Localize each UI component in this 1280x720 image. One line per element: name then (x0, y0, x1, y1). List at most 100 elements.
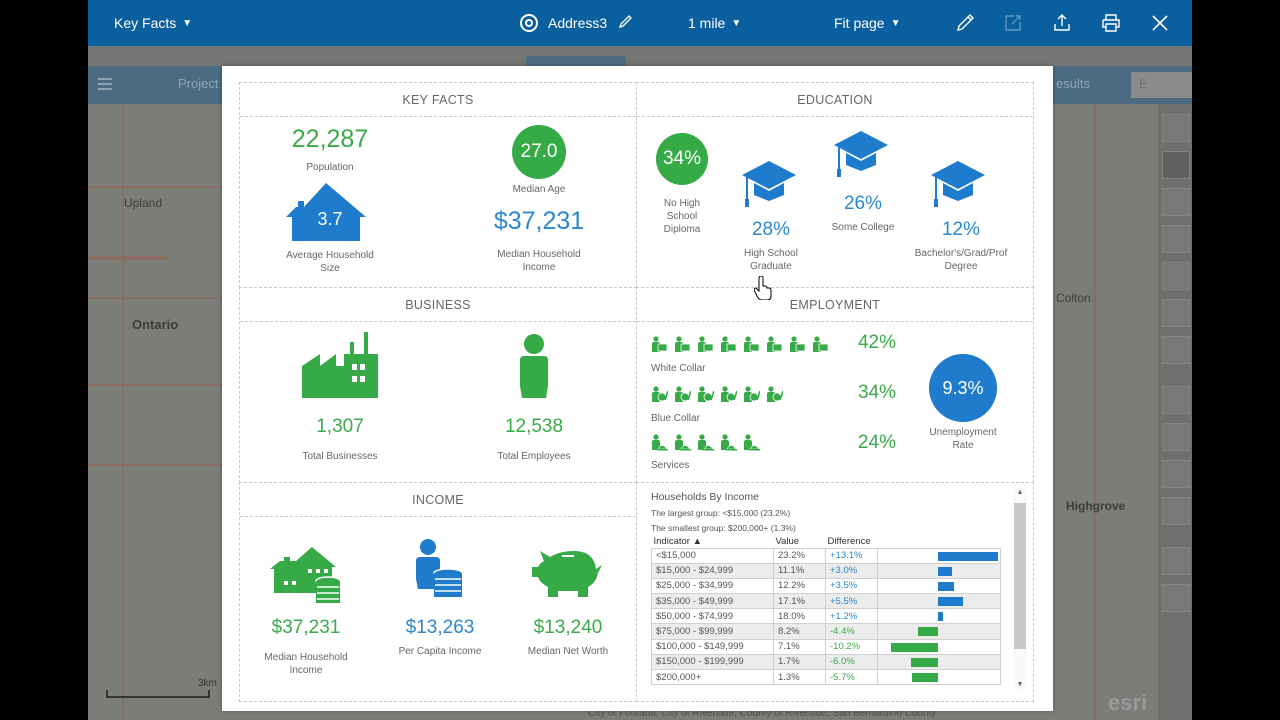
hbi-indicator-cell: <$15,000 (651, 547, 774, 564)
scroll-up-icon[interactable]: ▲ (1016, 489, 1024, 496)
infographic-report: KEY FACTS 22,287 Population 3.7 Average … (222, 66, 1053, 711)
map-attribution: City of Fontana, City of Riverside, Coun… (588, 708, 937, 719)
white-collar-worker-icon (789, 336, 812, 353)
hbi-largest-note: The largest group: <$15,000 (23.2%) (651, 508, 791, 518)
radius-dropdown[interactable]: 1 mile ▼ (688, 0, 741, 46)
household-size-value: 3.7 (317, 209, 343, 229)
hbi-difference-cell: -4.4% (825, 623, 878, 640)
white-collar-worker-icon (674, 336, 697, 353)
col-header-difference[interactable]: Difference (827, 535, 871, 547)
panel-title: INCOME (240, 483, 636, 517)
hbi-table-row: $35,000 - $49,999 17.1% +5.5% (651, 593, 1001, 610)
esri-logo: esri (1108, 690, 1148, 715)
pencil-icon[interactable] (617, 14, 633, 33)
map-tool-button[interactable] (1162, 225, 1190, 253)
hbi-bar-cell (877, 653, 1001, 671)
hbi-difference-bar (938, 597, 964, 607)
map-tool-button[interactable] (1162, 188, 1190, 216)
hbi-difference-bar (938, 612, 944, 622)
scroll-down-icon[interactable]: ▼ (1016, 681, 1024, 688)
hbi-header-row: Indicator ▲ Value Difference (652, 535, 1001, 548)
report-toolbar: Key Facts ▼ Address3 1 mile ▼ Fit page ▼ (88, 0, 1192, 46)
app-stage: Project esults E Upland Ontario Highgrov… (88, 0, 1192, 720)
map-tool-button[interactable] (1162, 497, 1190, 525)
hbi-table-row: $15,000 - $24,999 11.1% +3.0% (651, 562, 1001, 579)
per-capita-income-value: $13,263 (405, 617, 475, 638)
map-tool-button[interactable] (1162, 423, 1190, 451)
blue-collar-worker-icon (766, 386, 789, 403)
edit-icon[interactable] (952, 10, 978, 36)
some-college-value: 26% (843, 193, 883, 214)
hbi-table: Indicator ▲ Value Difference <$15,000 23.… (651, 535, 1001, 686)
scroll-thumb[interactable] (1014, 503, 1026, 649)
piggy-bank-icon (532, 551, 602, 597)
map-road (1093, 104, 1096, 720)
map-tool-button[interactable] (1162, 262, 1190, 290)
total-employees-label: Total Employees (497, 451, 571, 462)
map-tool-button[interactable] (1162, 299, 1190, 327)
hbi-value-cell: 17.1% (773, 593, 826, 610)
hbi-indicator-cell: $35,000 - $49,999 (651, 593, 774, 610)
blue-collar-worker-icon (651, 386, 674, 403)
open-external-icon[interactable] (1000, 10, 1026, 36)
total-employees-value: 12,538 (504, 416, 564, 437)
menu-icon (98, 78, 112, 90)
hbi-bar-cell (877, 562, 1001, 579)
col-header-value[interactable]: Value (775, 535, 800, 547)
hbi-value-cell: 23.2% (773, 547, 826, 564)
map-tool-button[interactable] (1162, 151, 1190, 179)
house-money-icon (270, 547, 341, 603)
hbi-table-row: $50,000 - $74,999 18.0% +1.2% (651, 608, 1001, 625)
median-age-circle: 27.0 (512, 125, 566, 179)
graduation-cap-icon (931, 161, 985, 207)
hbi-difference-bar (891, 642, 938, 652)
zoom-dropdown-label: Fit page (834, 15, 885, 31)
hbi-bar-cell (877, 623, 1001, 640)
hbi-table-row: $75,000 - $99,999 8.2% -4.4% (651, 623, 1001, 640)
hbi-value-cell: 18.0% (773, 608, 826, 625)
export-icon[interactable] (1049, 10, 1075, 36)
panel-employment: EMPLOYMENT 42% White Collar 34% Blue Col… (636, 287, 1034, 483)
no-hs-circle: 34% (656, 133, 708, 185)
hbi-indicator-cell: $100,000 - $149,999 (651, 638, 774, 655)
per-capita-income-label: Per Capita Income (398, 646, 482, 657)
income-median-household-value: $37,231 (271, 617, 341, 638)
hbi-table-row: $200,000+ 1.3% -5.7% (651, 668, 1001, 686)
white-collar-value: 42% (857, 332, 897, 353)
hbi-scrollbar[interactable]: ▲ ▼ (1013, 487, 1027, 691)
no-hs-value: 34% (662, 148, 702, 169)
col-header-indicator[interactable]: Indicator ▲ (653, 535, 702, 547)
blue-collar-label: Blue Collar (651, 413, 700, 424)
map-road (88, 256, 168, 260)
print-icon[interactable] (1098, 10, 1124, 36)
hbi-bar-cell (877, 547, 1001, 564)
no-hs-label: No High School Diploma (663, 198, 701, 235)
hbi-difference-cell: +1.2% (825, 608, 878, 625)
map-tool-button[interactable] (1162, 584, 1190, 612)
close-icon[interactable] (1147, 10, 1173, 36)
map-tool-button[interactable] (1162, 336, 1190, 364)
blue-collar-value: 34% (857, 382, 897, 403)
hbi-bar-cell (877, 577, 1001, 595)
hbi-value-cell: 11.1% (773, 562, 826, 579)
zoom-dropdown[interactable]: Fit page ▼ (834, 0, 901, 46)
map-tool-button[interactable] (1162, 114, 1190, 142)
map-tool-button[interactable] (1162, 547, 1190, 575)
services-worker-icon (651, 434, 674, 451)
report-dropdown[interactable]: Key Facts ▼ (114, 0, 192, 46)
median-net-worth-value: $13,240 (533, 617, 603, 638)
radius-dropdown-label: 1 mile (688, 15, 726, 31)
chevron-down-icon: ▼ (731, 17, 742, 29)
map-tool-button[interactable] (1162, 460, 1190, 488)
hbi-value-cell: 8.2% (773, 623, 826, 640)
location-selector[interactable]: Address3 (520, 0, 633, 46)
header-project-label: Project (178, 76, 219, 91)
report-dropdown-label: Key Facts (114, 15, 177, 31)
map-scale-label: 3km (198, 678, 217, 689)
map-scale-bar (106, 690, 210, 698)
panel-income: INCOME $37,231 Median Household Income $… (239, 482, 637, 702)
map-tool-button[interactable] (1162, 386, 1190, 414)
col-header-bar (878, 535, 1001, 548)
panel-business: BUSINESS 1,307 Total Businesses 12,538 T… (239, 287, 637, 483)
hbi-indicator-cell: $200,000+ (651, 668, 774, 686)
